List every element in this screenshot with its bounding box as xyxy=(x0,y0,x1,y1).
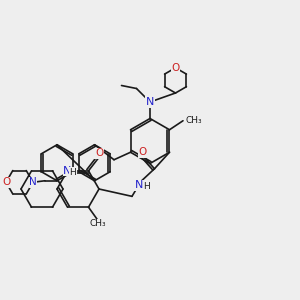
Text: N: N xyxy=(146,97,154,107)
Text: N: N xyxy=(135,180,143,190)
Text: H: H xyxy=(70,168,76,177)
Text: O: O xyxy=(138,147,147,157)
Text: CH₃: CH₃ xyxy=(89,220,106,229)
Text: O: O xyxy=(2,177,10,187)
Text: N: N xyxy=(63,166,72,176)
Text: O: O xyxy=(171,63,180,73)
Text: CH₃: CH₃ xyxy=(186,116,202,125)
Text: O: O xyxy=(95,148,103,158)
Text: N: N xyxy=(29,177,37,187)
Text: H: H xyxy=(143,182,150,191)
